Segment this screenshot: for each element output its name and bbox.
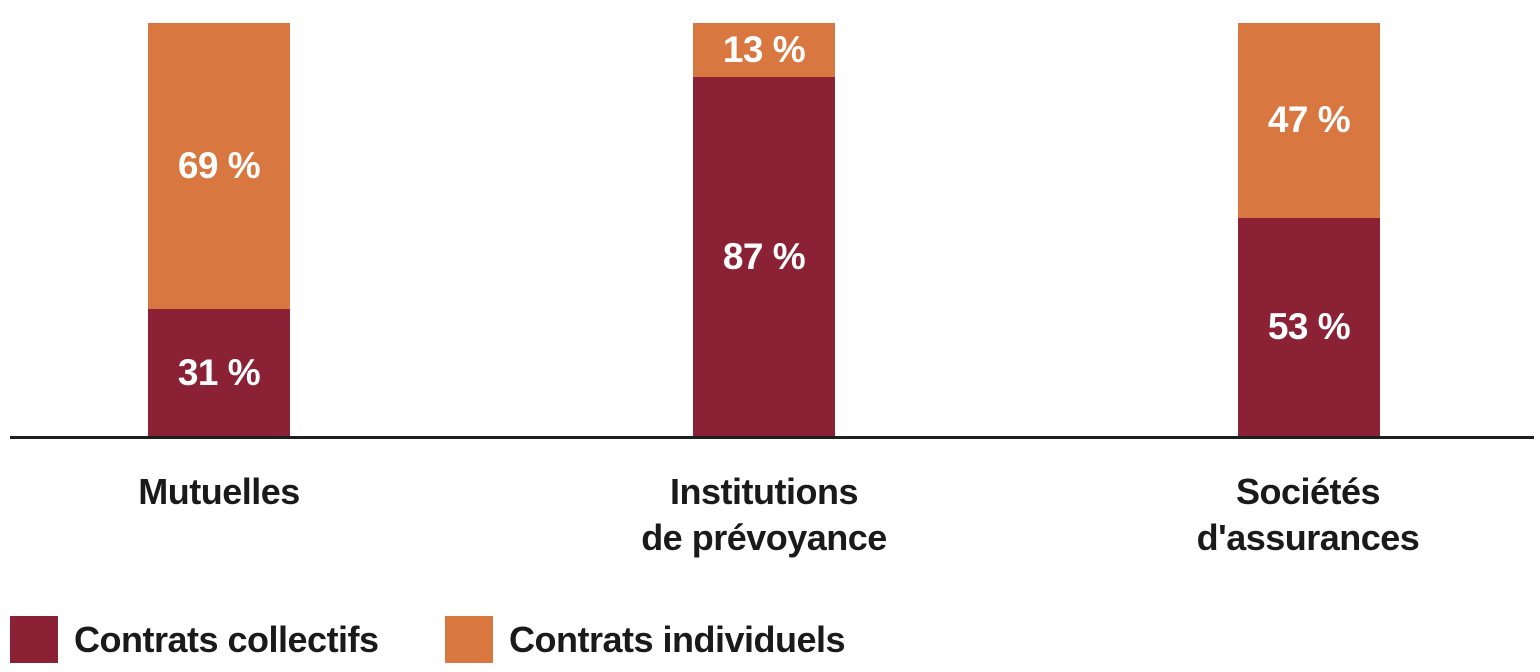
segment-contrats-collectifs: 53 % (1238, 217, 1380, 437)
x-label-line: de prévoyance (641, 517, 887, 558)
x-label-line: Mutuelles (138, 471, 300, 512)
x-label-societes-d-assurances: Sociétés d'assurances (1088, 469, 1528, 561)
segment-contrats-individuels: 13 % (693, 23, 835, 77)
legend-item-contrats-collectifs: Contrats collectifs (10, 616, 379, 663)
legend-swatch-contrats-individuels (445, 616, 493, 663)
plot-area: 31 % 69 % 87 % 13 % 53 % 47 % (0, 23, 1540, 439)
segment-contrats-collectifs: 87 % (693, 76, 835, 437)
x-axis-line (10, 436, 1534, 439)
x-label-mutuelles: Mutuelles (0, 469, 439, 515)
x-label-line: d'assurances (1196, 517, 1420, 558)
x-label-institutions-de-prevoyance: Institutions de prévoyance (544, 469, 984, 561)
legend-swatch-contrats-collectifs (10, 616, 58, 663)
legend-item-contrats-individuels: Contrats individuels (445, 616, 846, 663)
segment-value-label: 69 % (177, 144, 261, 186)
segment-contrats-individuels: 69 % (148, 23, 290, 309)
legend-label: Contrats collectifs (74, 618, 379, 660)
segment-contrats-individuels: 47 % (1238, 23, 1380, 218)
segment-value-label: 53 % (1267, 306, 1351, 348)
bar-institutions-de-prevoyance: 87 % 13 % (693, 23, 835, 437)
segment-value-label: 31 % (177, 351, 261, 393)
x-label-line: Sociétés (1235, 471, 1381, 512)
x-label-line: Institutions (670, 471, 858, 512)
bar-societes-d-assurances: 53 % 47 % (1238, 23, 1380, 437)
segment-contrats-collectifs: 31 % (148, 308, 290, 437)
segment-value-label: 87 % (722, 235, 806, 277)
segment-value-label: 13 % (722, 28, 806, 70)
segment-value-label: 47 % (1267, 99, 1351, 141)
bar-mutuelles: 31 % 69 % (148, 23, 290, 437)
legend-label: Contrats individuels (509, 618, 846, 660)
